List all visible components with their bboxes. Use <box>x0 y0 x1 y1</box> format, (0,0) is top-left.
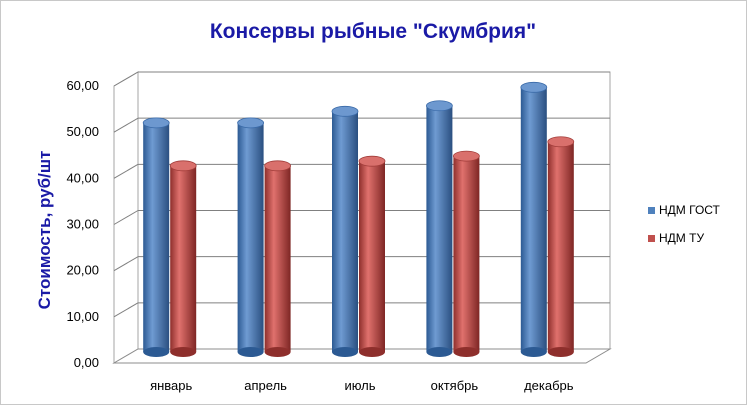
bar-base <box>520 347 547 357</box>
bar-1-1 <box>264 160 292 357</box>
bar-top <box>331 105 359 117</box>
bar-top <box>452 150 480 162</box>
x-tick-label: июль <box>344 378 375 393</box>
y-tick-label: 40,00 <box>66 170 99 185</box>
bar-1-3 <box>452 150 480 357</box>
gridline-side <box>113 71 139 87</box>
bar-body <box>426 105 453 352</box>
legend-label: НДМ ГОСТ <box>659 203 721 217</box>
bar-top <box>169 160 197 172</box>
bar-0-4 <box>520 81 548 357</box>
legend-swatch <box>648 235 655 242</box>
gridline-side <box>113 117 139 133</box>
legend-label: НДМ ТУ <box>659 231 704 245</box>
bar-base <box>237 347 264 357</box>
bar-top <box>358 155 386 167</box>
bar-body <box>520 87 547 352</box>
y-tick-label: 20,00 <box>66 263 99 278</box>
bar-base <box>426 347 453 357</box>
gridline-side <box>113 256 139 272</box>
bar-body <box>143 122 170 352</box>
bar-base <box>143 347 170 357</box>
bar-body <box>359 161 385 352</box>
bar-top <box>237 117 265 129</box>
bar-0-2 <box>331 105 359 357</box>
bar-0-3 <box>425 100 453 357</box>
y-tick-label: 10,00 <box>66 309 99 324</box>
bar-body <box>332 111 358 352</box>
y-tick-label: 60,00 <box>66 78 99 93</box>
legend-swatch <box>648 207 655 214</box>
bar-top <box>547 136 575 148</box>
bar-top <box>520 81 548 93</box>
bar-body <box>547 141 574 352</box>
bar-1-4 <box>547 136 575 357</box>
x-tick-label: апрель <box>244 378 287 393</box>
bar-base <box>359 347 385 357</box>
bar-top <box>142 117 170 129</box>
gridline-side <box>113 163 139 179</box>
gridline-side <box>113 302 139 318</box>
bar-body <box>237 122 264 352</box>
bar-base <box>264 347 291 357</box>
bar-1-2 <box>358 155 386 357</box>
bar-0-0 <box>142 117 170 357</box>
x-tick-label: декабрь <box>524 378 574 393</box>
legend: НДМ ГОСТ НДМ ТУ <box>648 203 721 245</box>
gridline-side <box>113 210 139 225</box>
plot-area: 0,00 10,00 20,00 30,00 40,00 50,00 60,00 январь… <box>66 71 612 393</box>
bar-base <box>453 347 480 357</box>
y-tick-label: 50,00 <box>66 124 99 139</box>
y-tick-label: 0,00 <box>74 355 99 370</box>
y-axis-label: Стоимость, руб/шт <box>35 151 54 310</box>
bar-body <box>453 156 480 352</box>
bar-0-1 <box>237 117 265 357</box>
x-tick-label: октябрь <box>431 378 479 393</box>
bar-body <box>170 165 197 352</box>
x-tick-label: январь <box>150 378 192 393</box>
y-tick-label: 30,00 <box>66 217 99 232</box>
chart-title: Консервы рыбные "Скумбрия" <box>210 20 536 43</box>
bar-top <box>264 160 292 172</box>
bar-base <box>547 347 574 357</box>
bar-base <box>332 347 358 357</box>
bar-base <box>170 347 197 357</box>
bar-body <box>264 165 291 352</box>
bar-top <box>425 100 453 112</box>
bar-1-0 <box>169 160 197 357</box>
